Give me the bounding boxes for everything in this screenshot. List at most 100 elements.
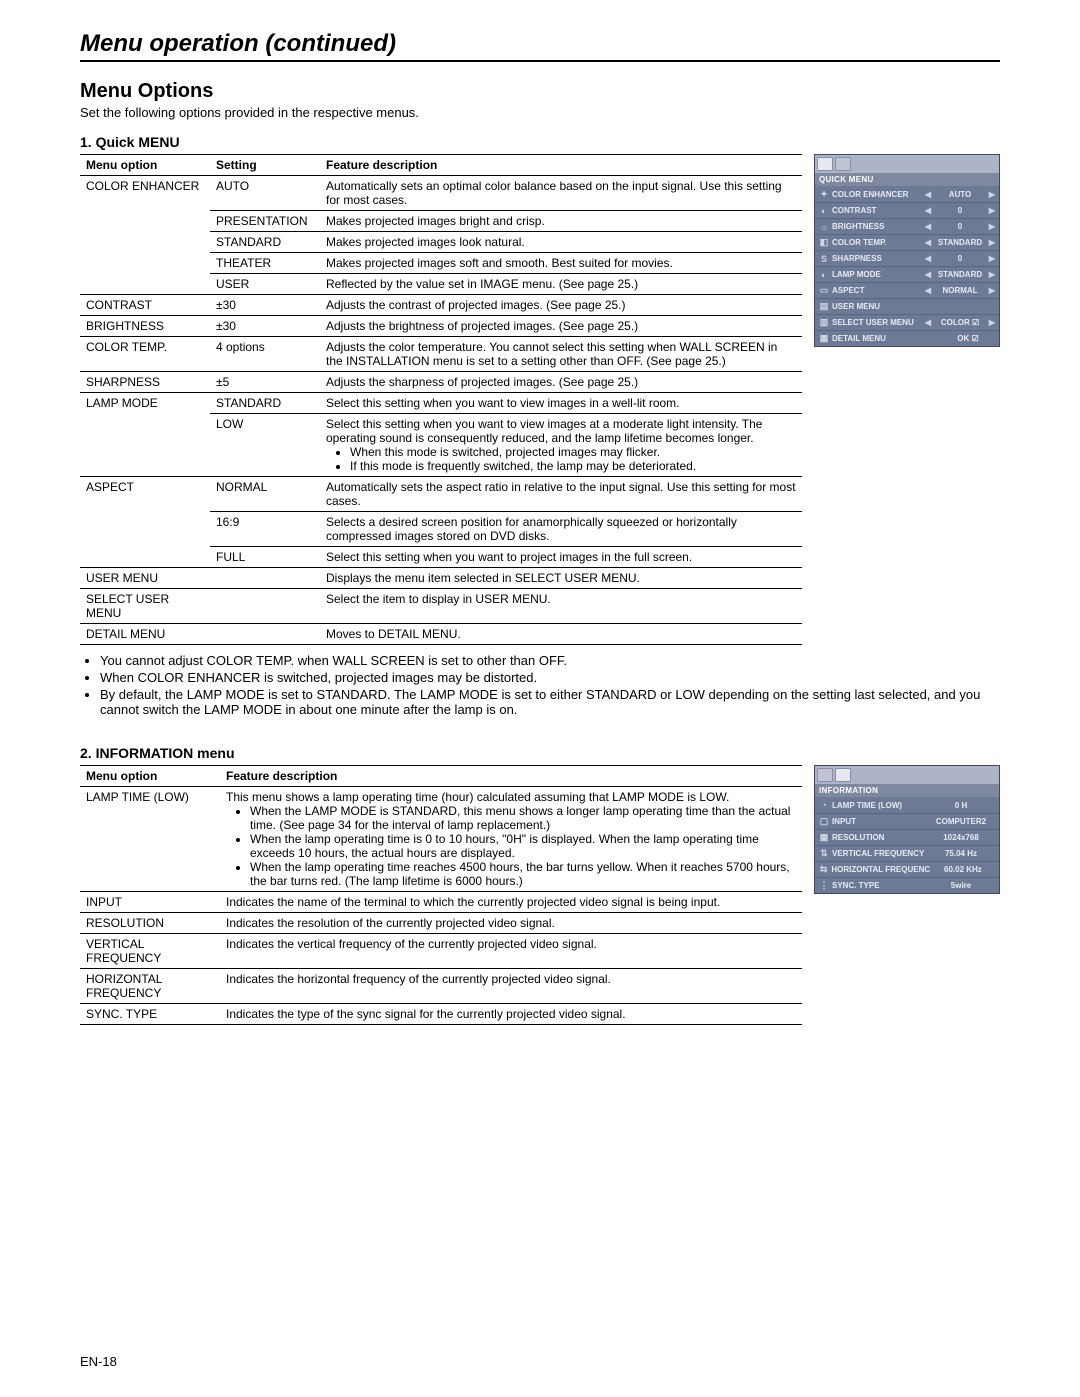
osd-tabbar [815, 766, 999, 784]
osd-row: ▢INPUTCOMPUTER2 [815, 813, 999, 829]
osd-row-icon: ⇅ [818, 848, 830, 859]
osd-row[interactable]: ▤USER MENU [815, 298, 999, 314]
osd-row-value: 0 H [926, 801, 996, 810]
osd-row: ⋮SYNC. TYPE5wire [815, 877, 999, 893]
osd-row-label: SYNC. TYPE [830, 881, 926, 890]
osd-row-label: RESOLUTION [830, 833, 926, 842]
page-title: Menu operation (continued) [80, 30, 1000, 62]
osd-row-icon: ◔ [818, 800, 830, 810]
osd-row-value: 0 [932, 206, 988, 215]
setting-cell: USER [210, 274, 320, 295]
description-cell: Selects a desired screen position for an… [320, 512, 802, 547]
description-cell: Adjusts the color temperature. You canno… [320, 337, 802, 372]
menu-option-cell: DETAIL MENU [80, 624, 210, 645]
description-cell: Indicates the vertical frequency of the … [220, 934, 802, 969]
description-bullet: When the LAMP MODE is STANDARD, this men… [250, 804, 796, 832]
osd-row-label: DETAIL MENU [830, 334, 940, 343]
description-cell: Moves to DETAIL MENU. [320, 624, 802, 645]
left-arrow-icon[interactable]: ◀ [924, 190, 932, 199]
description-cell: Automatically sets an optimal color bala… [320, 176, 802, 211]
osd-row[interactable]: SSHARPNESS◀0▶ [815, 250, 999, 266]
menu-option-cell: COLOR ENHANCER [80, 176, 210, 295]
osd-row[interactable]: ◧COLOR TEMP.◀STANDARD▶ [815, 234, 999, 250]
osd-row-icon: ◐ [818, 270, 830, 280]
osd-row: ◔LAMP TIME (LOW)0 H [815, 797, 999, 813]
setting-cell: AUTO [210, 176, 320, 211]
note-item: When COLOR ENHANCER is switched, project… [100, 670, 1000, 685]
osd-row-value: AUTO [932, 190, 988, 199]
right-arrow-icon[interactable]: ▶ [988, 238, 996, 247]
osd-tab-info[interactable] [835, 157, 851, 171]
right-arrow-icon[interactable]: ▶ [988, 206, 996, 215]
right-arrow-icon[interactable]: ▶ [988, 318, 996, 327]
section-heading-menu-options: Menu Options [80, 80, 1000, 103]
osd-row-label: COLOR TEMP. [830, 238, 924, 247]
osd-row-label: USER MENU [830, 302, 924, 311]
description-cell: Automatically sets the aspect ratio in r… [320, 477, 802, 512]
osd-row-value: 1024x768 [926, 833, 996, 842]
left-arrow-icon[interactable]: ◀ [924, 286, 932, 295]
osd-tab-info[interactable] [835, 768, 851, 782]
right-arrow-icon[interactable]: ▶ [988, 254, 996, 263]
description-bullet: When the lamp operating time reaches 450… [250, 860, 796, 888]
osd-row[interactable]: ◐CONTRAST◀0▶ [815, 202, 999, 218]
description-cell: Reflected by the value set in IMAGE menu… [320, 274, 802, 295]
osd-row-icon: ✦ [818, 189, 830, 200]
right-arrow-icon[interactable]: ▶ [988, 222, 996, 231]
osd-row-value: 5wire [926, 881, 996, 890]
left-arrow-icon[interactable]: ◀ [924, 318, 932, 327]
osd-row[interactable]: ▦DETAIL MENUOK ☑ [815, 330, 999, 346]
table-header: Setting [210, 155, 320, 176]
setting-cell: FULL [210, 547, 320, 568]
menu-option-cell: HORIZONTAL FREQUENCY [80, 969, 220, 1004]
osd-row[interactable]: ✦COLOR ENHANCER◀AUTO▶ [815, 186, 999, 202]
osd-row-label: COLOR ENHANCER [830, 190, 924, 199]
menu-option-cell: LAMP TIME (LOW) [80, 787, 220, 892]
description-cell: Adjusts the sharpness of projected image… [320, 372, 802, 393]
quick-menu-table: Menu optionSettingFeature description CO… [80, 154, 802, 645]
osd-row-value: STANDARD [932, 238, 988, 247]
table-header: Menu option [80, 155, 210, 176]
osd-quick-menu: QUICK MENU ✦COLOR ENHANCER◀AUTO▶◐CONTRAS… [814, 154, 1000, 347]
osd-row[interactable]: ◐LAMP MODE◀STANDARD▶ [815, 266, 999, 282]
left-arrow-icon[interactable]: ◀ [924, 254, 932, 263]
osd-row-icon: ▤ [818, 301, 830, 312]
osd-row[interactable]: ☼BRIGHTNESS◀0▶ [815, 218, 999, 234]
osd-row-label: VERTICAL FREQUENCY [830, 849, 926, 858]
left-arrow-icon[interactable]: ◀ [924, 206, 932, 215]
setting-cell: ±30 [210, 316, 320, 337]
osd-row-value: COMPUTER2 [926, 817, 996, 826]
description-cell: Adjusts the contrast of projected images… [320, 295, 802, 316]
setting-cell: NORMAL [210, 477, 320, 512]
description-cell: Select the item to display in USER MENU. [320, 589, 802, 624]
description-bullet: When this mode is switched, projected im… [350, 445, 796, 459]
osd-row-icon: ☼ [818, 222, 830, 232]
menu-option-cell: ASPECT [80, 477, 210, 568]
osd-tab-quick[interactable] [817, 768, 833, 782]
left-arrow-icon[interactable]: ◀ [924, 270, 932, 279]
osd-row-value: STANDARD [932, 270, 988, 279]
osd-tab-quick[interactable] [817, 157, 833, 171]
osd-row-label: CONTRAST [830, 206, 924, 215]
osd-row: ▦RESOLUTION1024x768 [815, 829, 999, 845]
description-bullet: When the lamp operating time is 0 to 10 … [250, 832, 796, 860]
osd-row-label: SELECT USER MENU [830, 318, 924, 327]
osd-row-value: 60.02 KHz [930, 865, 996, 874]
description-cell: Indicates the horizontal frequency of th… [220, 969, 802, 1004]
osd-row-icon: S [818, 254, 830, 264]
left-arrow-icon[interactable]: ◀ [924, 222, 932, 231]
right-arrow-icon[interactable]: ▶ [988, 286, 996, 295]
left-arrow-icon[interactable]: ◀ [924, 238, 932, 247]
osd-row-label: LAMP TIME (LOW) [830, 801, 926, 810]
quick-menu-heading: 1. Quick MENU [80, 134, 1000, 150]
osd-row[interactable]: ▥SELECT USER MENU◀COLOR ☑▶ [815, 314, 999, 330]
right-arrow-icon[interactable]: ▶ [988, 270, 996, 279]
description-cell: Makes projected images look natural. [320, 232, 802, 253]
osd-row-label: BRIGHTNESS [830, 222, 924, 231]
setting-cell [210, 568, 320, 589]
osd-row-icon: ▦ [818, 333, 830, 344]
osd-title: INFORMATION [815, 784, 999, 797]
right-arrow-icon[interactable]: ▶ [988, 190, 996, 199]
description-cell: Adjusts the brightness of projected imag… [320, 316, 802, 337]
osd-row[interactable]: ▭ASPECT◀NORMAL▶ [815, 282, 999, 298]
